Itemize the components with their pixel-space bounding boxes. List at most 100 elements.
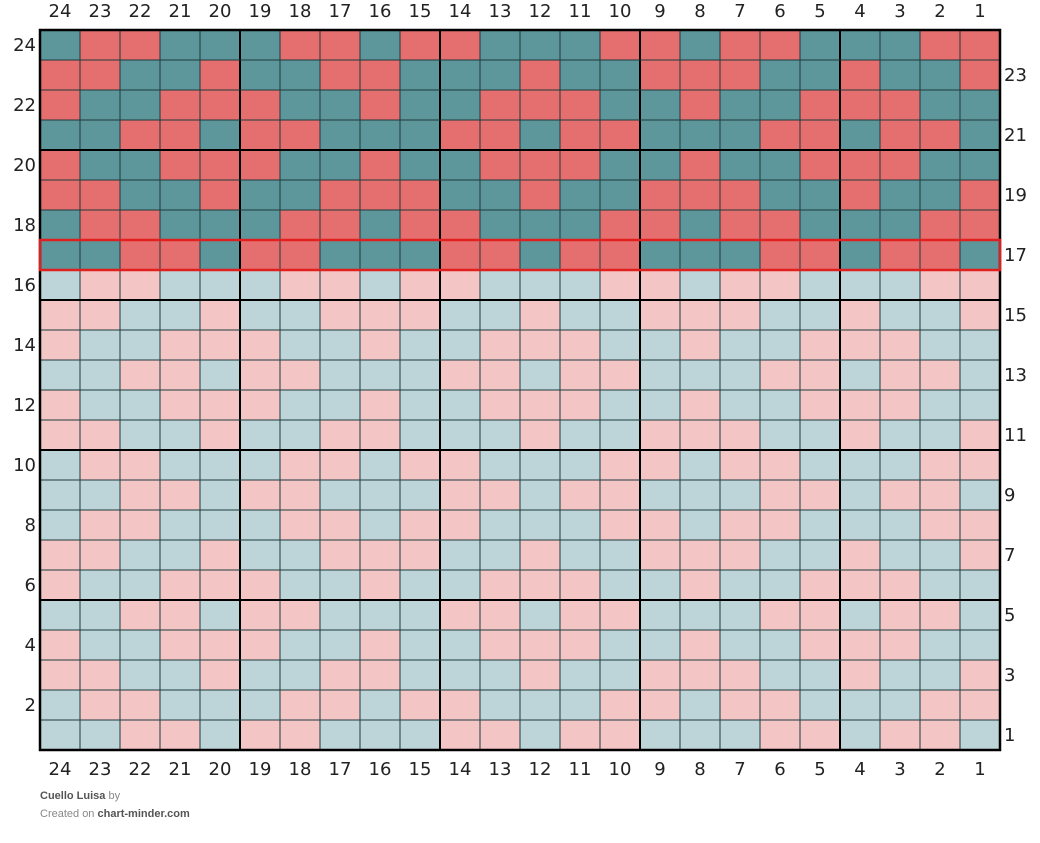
stitch-cell	[120, 90, 160, 120]
stitch-cell	[360, 30, 400, 60]
stitch-cell	[320, 660, 360, 690]
stitch-cell	[200, 60, 240, 90]
stitch-cell	[760, 570, 800, 600]
stitch-cell	[600, 480, 640, 510]
stitch-cell	[80, 300, 120, 330]
stitch-cell	[800, 420, 840, 450]
stitch-cell	[640, 480, 680, 510]
stitch-cell	[640, 270, 680, 300]
stitch-cell	[160, 600, 200, 630]
stitch-cell	[760, 180, 800, 210]
stitch-cell	[760, 60, 800, 90]
stitch-cell	[400, 690, 440, 720]
stitch-cell	[520, 30, 560, 60]
stitch-cell	[200, 420, 240, 450]
stitch-cell	[320, 630, 360, 660]
stitch-cell	[80, 450, 120, 480]
stitch-cell	[360, 180, 400, 210]
stitch-cell	[240, 240, 280, 270]
stitch-cell	[200, 630, 240, 660]
stitch-cell	[840, 270, 880, 300]
stitch-cell	[360, 240, 400, 270]
stitch-cell	[480, 30, 520, 60]
stitch-cell	[240, 510, 280, 540]
stitch-cell	[600, 180, 640, 210]
stitch-cell	[40, 630, 80, 660]
column-label-top: 5	[814, 1, 825, 22]
stitch-cell	[520, 690, 560, 720]
stitch-cell	[960, 90, 1000, 120]
column-label-bottom: 14	[449, 759, 472, 780]
stitch-cell	[640, 690, 680, 720]
stitch-cell	[400, 90, 440, 120]
stitch-cell	[880, 240, 920, 270]
column-label-top: 4	[854, 1, 865, 22]
stitch-cell	[120, 450, 160, 480]
footer-credit-line: Created on chart-minder.com	[40, 805, 190, 823]
stitch-cell	[40, 720, 80, 750]
stitch-cell	[240, 60, 280, 90]
row-label-left: 10	[13, 455, 36, 476]
stitch-cell	[840, 480, 880, 510]
stitch-cell	[40, 240, 80, 270]
stitch-cell	[920, 240, 960, 270]
stitch-cell	[880, 540, 920, 570]
stitch-cell	[240, 420, 280, 450]
stitch-cell	[440, 600, 480, 630]
column-label-top: 1	[974, 1, 985, 22]
stitch-cell	[160, 90, 200, 120]
stitch-cell	[120, 330, 160, 360]
row-label-right: 21	[1004, 125, 1027, 146]
stitch-cell	[760, 630, 800, 660]
stitch-cell	[120, 540, 160, 570]
stitch-cell	[960, 720, 1000, 750]
stitch-cell	[160, 420, 200, 450]
stitch-cell	[520, 210, 560, 240]
stitch-cell	[800, 630, 840, 660]
stitch-cell	[640, 210, 680, 240]
stitch-cell	[800, 390, 840, 420]
stitch-cell	[960, 630, 1000, 660]
column-label-top: 7	[734, 1, 745, 22]
stitch-cell	[400, 360, 440, 390]
stitch-cell	[440, 570, 480, 600]
stitch-cell	[680, 600, 720, 630]
column-label-bottom: 19	[249, 759, 272, 780]
stitch-cell	[560, 480, 600, 510]
stitch-cell	[800, 660, 840, 690]
column-label-bottom: 22	[129, 759, 152, 780]
stitch-cell	[200, 300, 240, 330]
stitch-cell	[80, 660, 120, 690]
stitch-cell	[600, 240, 640, 270]
stitch-cell	[840, 330, 880, 360]
stitch-cell	[320, 180, 360, 210]
stitch-cell	[520, 630, 560, 660]
chart-labels: 2424232322222121202019191818171716161515…	[13, 1, 1027, 780]
stitch-cell	[600, 300, 640, 330]
column-label-bottom: 17	[329, 759, 352, 780]
column-label-bottom: 6	[774, 759, 785, 780]
stitch-cell	[600, 690, 640, 720]
stitch-cell	[240, 570, 280, 600]
stitch-cell	[440, 660, 480, 690]
footer-site-link[interactable]: chart-minder.com	[97, 808, 190, 820]
stitch-cell	[520, 240, 560, 270]
stitch-cell	[560, 210, 600, 240]
stitch-cell	[520, 540, 560, 570]
stitch-cell	[320, 480, 360, 510]
stitch-cell	[40, 210, 80, 240]
stitch-cell	[720, 30, 760, 60]
column-label-bottom: 21	[169, 759, 192, 780]
stitch-cell	[40, 360, 80, 390]
stitch-cell	[200, 330, 240, 360]
stitch-cell	[880, 420, 920, 450]
stitch-cell	[40, 450, 80, 480]
stitch-cell	[240, 360, 280, 390]
stitch-cell	[640, 360, 680, 390]
row-label-right: 7	[1004, 545, 1015, 566]
column-label-bottom: 20	[209, 759, 232, 780]
row-label-left: 12	[13, 395, 36, 416]
stitch-cell	[960, 600, 1000, 630]
stitch-cell	[560, 390, 600, 420]
stitch-cell	[120, 390, 160, 420]
